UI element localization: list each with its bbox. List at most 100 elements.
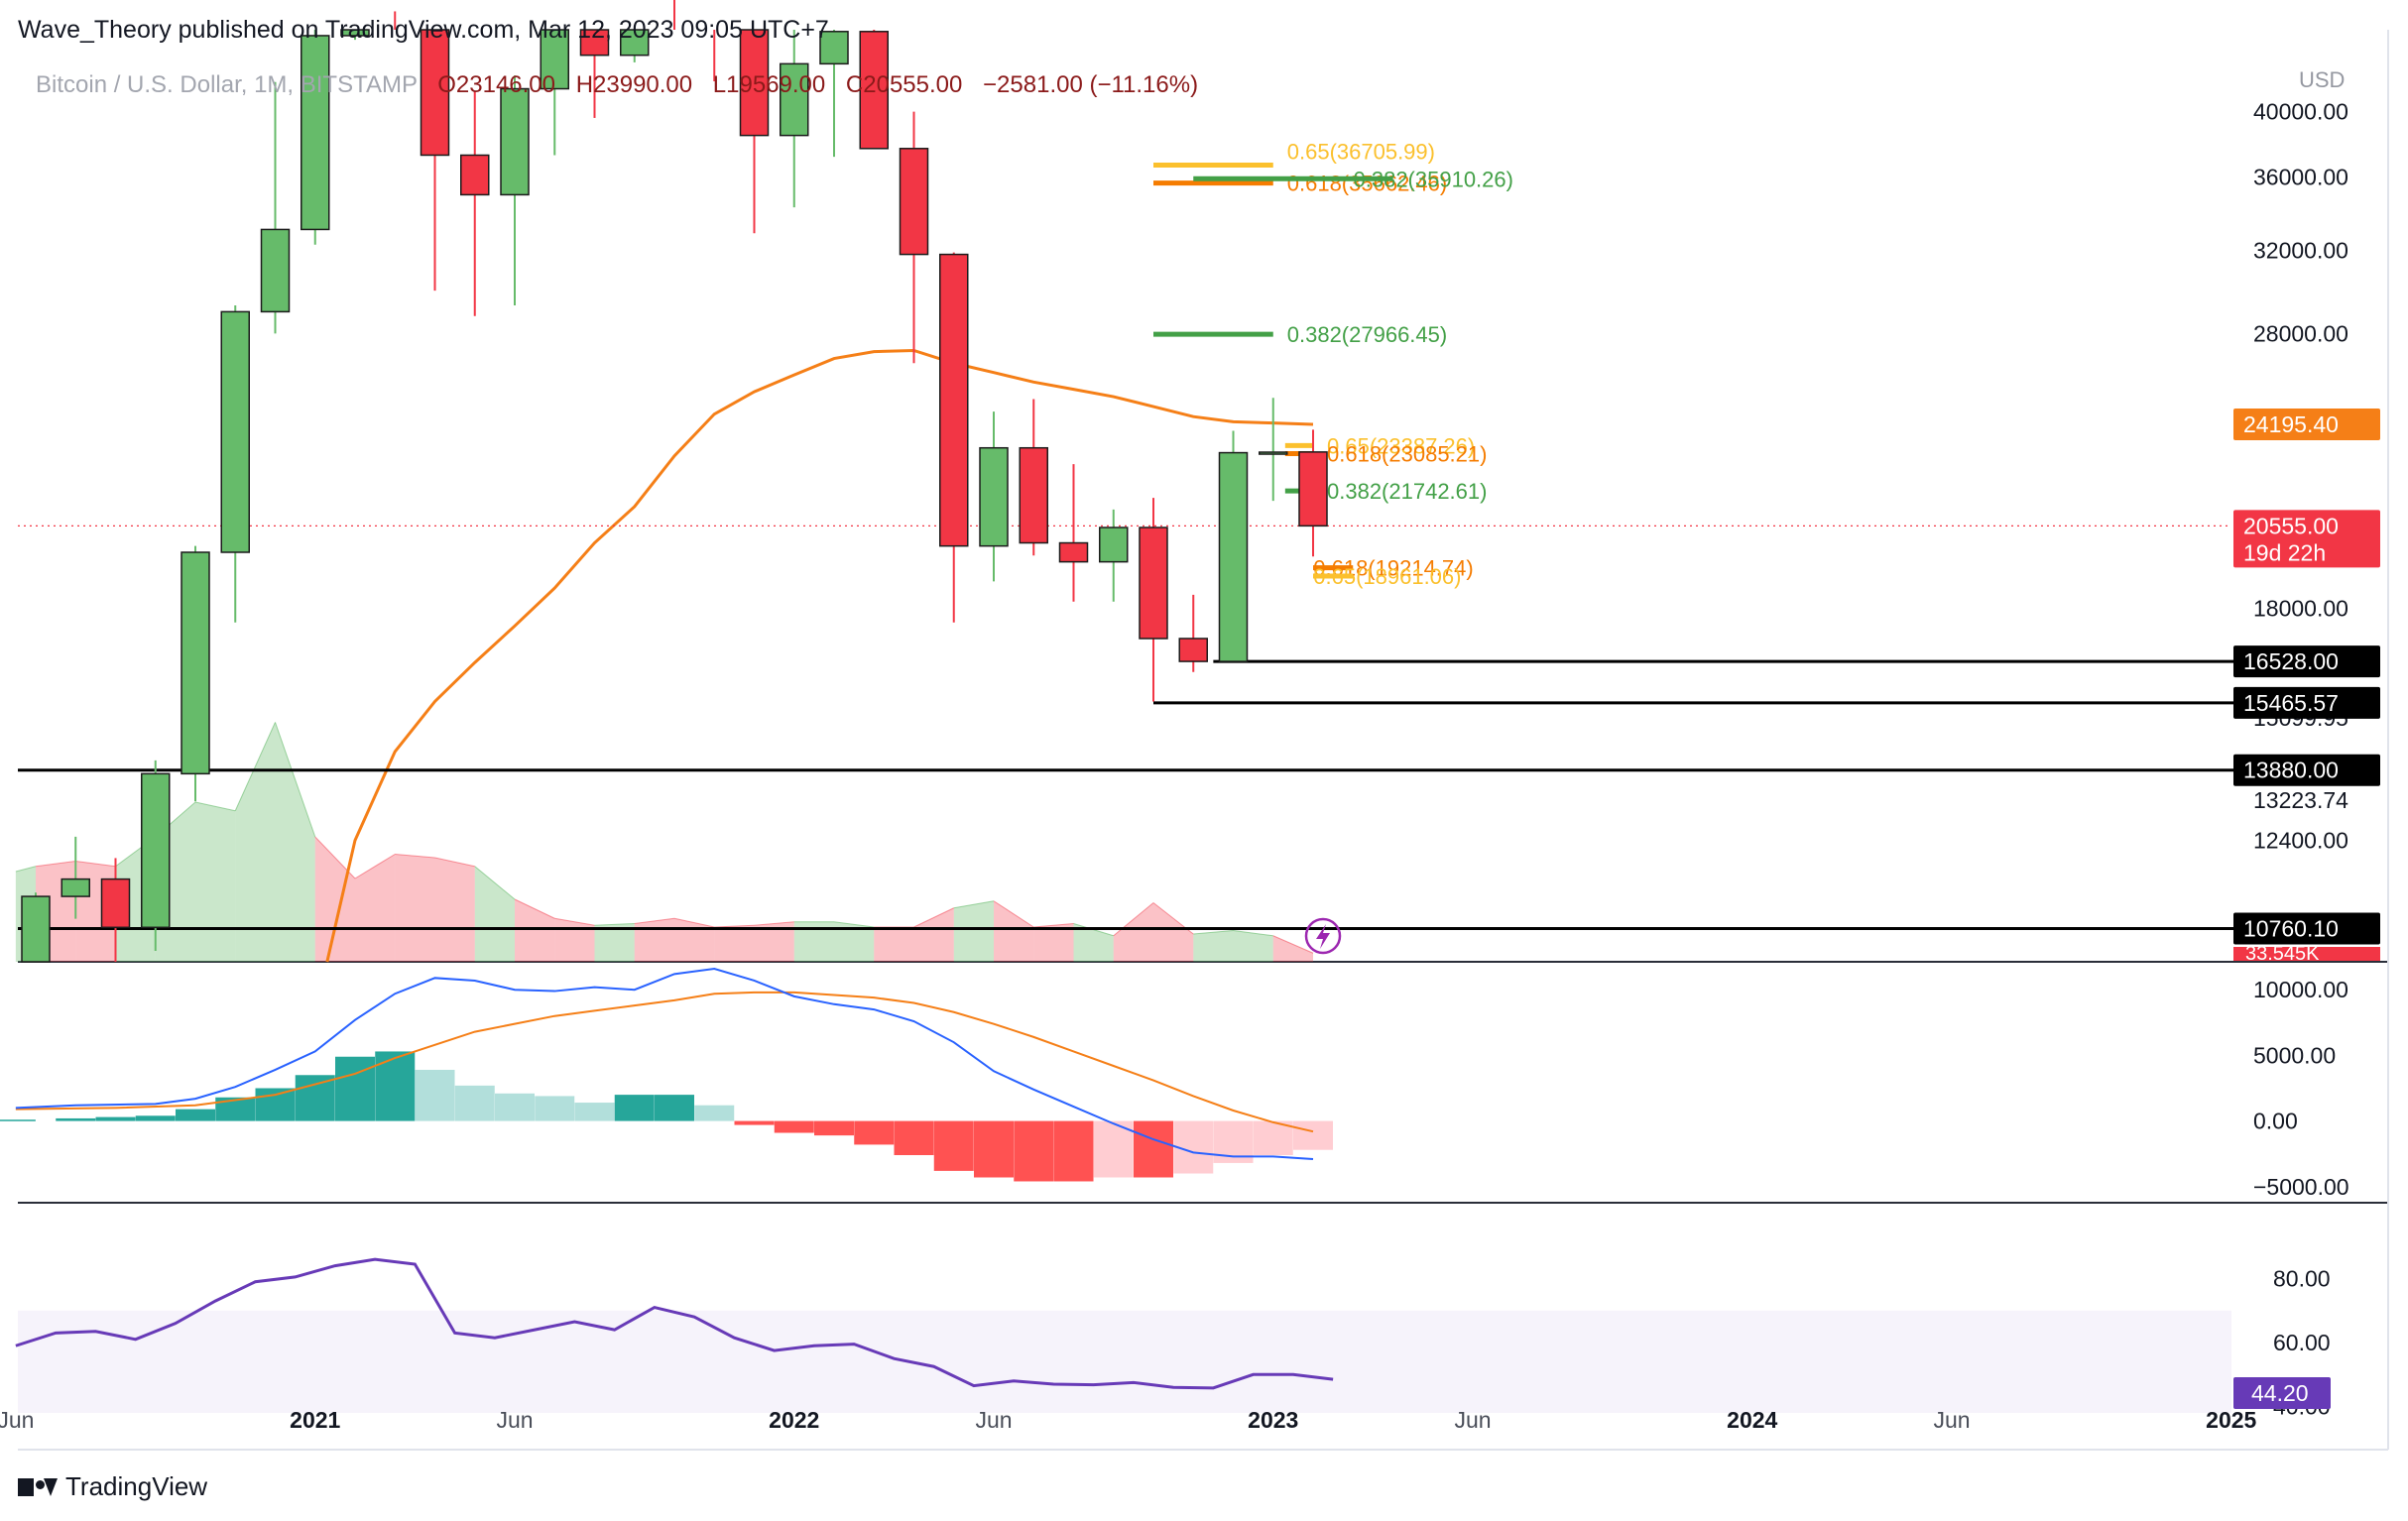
candle-body xyxy=(780,62,809,137)
volume-segment-edge xyxy=(354,854,396,879)
price-axis-label: 12400.00 xyxy=(2253,827,2348,853)
volume-segment xyxy=(1272,935,1313,962)
volume-segment-edge xyxy=(15,866,37,873)
volume-segment xyxy=(714,925,755,962)
volume-segment xyxy=(994,900,1034,962)
candle xyxy=(939,252,969,623)
macd-histogram-bar xyxy=(894,1120,934,1155)
volume-segment-edge xyxy=(1233,930,1273,937)
candle-body xyxy=(579,29,610,57)
volume-segment xyxy=(594,923,635,962)
macd-histogram-bar xyxy=(1134,1120,1173,1178)
price-tag-label: 10760.10 xyxy=(2243,915,2339,941)
time-axis-label: 2024 xyxy=(1727,1407,1777,1433)
rsi-pane xyxy=(15,1257,2231,1413)
price-axis-label: 32000.00 xyxy=(2253,238,2348,264)
rsi-axis-label: 60.00 xyxy=(2273,1330,2331,1355)
volume-segment xyxy=(434,858,475,962)
volume-segment-edge xyxy=(474,866,516,900)
macd-axis-label: −5000.00 xyxy=(2253,1174,2349,1200)
price-tag-box xyxy=(2233,754,2380,786)
macd-axis-label: 5000.00 xyxy=(2253,1042,2336,1068)
macd-histogram-bar xyxy=(1253,1120,1293,1155)
candle xyxy=(60,836,90,919)
rsi-band xyxy=(18,1310,2231,1413)
volume-tag: 33.545K xyxy=(2233,943,2380,965)
ohlc-close: C20555.00 xyxy=(845,71,963,98)
candle xyxy=(460,91,490,316)
price-tag-label: 16528.00 xyxy=(2243,648,2339,674)
macd-histogram-bar xyxy=(0,1119,36,1121)
macd-histogram-bar xyxy=(694,1105,735,1121)
time-axis-label: 2025 xyxy=(2206,1407,2256,1433)
macd-axis-label: 0.00 xyxy=(2253,1109,2298,1134)
time-axis-label: 2021 xyxy=(290,1407,340,1433)
volume-segment xyxy=(275,722,315,962)
candle-body xyxy=(301,35,330,231)
candle-body xyxy=(100,878,131,929)
volume-segment xyxy=(754,921,794,962)
macd-histogram-bar xyxy=(814,1120,854,1136)
macd-histogram-bar xyxy=(95,1116,136,1121)
candle-body xyxy=(1099,526,1129,563)
volume-segment-edge xyxy=(194,801,236,812)
fib-level-label: 0.618(23085.21) xyxy=(1327,442,1487,467)
volume-segment xyxy=(913,907,954,962)
candle-body xyxy=(979,446,1009,547)
macd-histogram-bar xyxy=(854,1120,895,1145)
time-axis: Jun 2021 Jun 2022 Jun 2023 Jun 2024 Jun 2025 xyxy=(0,1407,2257,1433)
tradingview-logo[interactable]: TradingView xyxy=(18,1471,207,1502)
volume-tag-label: 33.545K xyxy=(2245,943,2320,965)
horizontal-levels xyxy=(18,525,2233,930)
candle xyxy=(301,30,330,245)
price-tag-box xyxy=(2233,686,2380,719)
fib-level-label: 0.382(35910.26) xyxy=(1354,167,1513,191)
macd-histogram-bar xyxy=(335,1056,375,1121)
volume-segment-edge xyxy=(634,917,675,924)
volume-segment xyxy=(195,802,236,962)
rsi-tag-label: 44.20 xyxy=(2251,1380,2309,1406)
grid-layer xyxy=(18,30,2389,1451)
candles xyxy=(21,0,1328,963)
candle-body xyxy=(620,29,650,57)
macd-histogram-bar xyxy=(614,1095,655,1121)
macd-histogram-bar xyxy=(56,1117,96,1121)
volume-segment-edge xyxy=(993,900,1034,928)
candle xyxy=(739,29,770,234)
candle-body xyxy=(141,772,171,929)
candle-body xyxy=(1058,541,1089,563)
volume-segment-edge xyxy=(275,722,316,838)
rsi-tag-box xyxy=(2233,1377,2331,1409)
price-tag-label: 20555.00 xyxy=(2243,513,2339,538)
ohlc-low: L19569.00 xyxy=(712,71,826,98)
macd-histogram-bar xyxy=(176,1109,215,1121)
price-axis: USD 40000.00 36000.00 32000.00 28000.00 18000… xyxy=(2253,67,2349,1420)
alert-icon[interactable] xyxy=(1304,917,1342,955)
ema-line xyxy=(325,348,1314,963)
time-axis-label: Jun xyxy=(1933,1407,1970,1433)
candle-body xyxy=(340,29,370,37)
macd-histogram-bar xyxy=(734,1120,775,1125)
volume-segment xyxy=(1113,902,1153,962)
volume-segment-edge xyxy=(1193,930,1234,935)
candle xyxy=(141,760,171,952)
time-axis-label: Jun xyxy=(496,1407,533,1433)
candle-body xyxy=(1259,451,1288,455)
candle xyxy=(500,75,530,305)
symbol-name[interactable]: Bitcoin / U.S. Dollar, 1M, BITSTAMP xyxy=(36,71,418,98)
macd-histogram-bar xyxy=(375,1051,416,1121)
volume-segment xyxy=(793,921,834,962)
candle xyxy=(1139,498,1168,702)
volume-segment xyxy=(834,921,875,962)
price-tag-box xyxy=(2233,912,2380,945)
volume-segment-edge xyxy=(395,854,435,859)
candle-body xyxy=(260,228,291,313)
volume-segment-edge xyxy=(953,900,995,909)
macd-histogram-bar xyxy=(215,1097,256,1121)
candle-body xyxy=(1218,451,1249,662)
macd-histogram-bar xyxy=(774,1120,814,1133)
candle xyxy=(540,29,569,156)
volume-segment xyxy=(1233,930,1273,962)
